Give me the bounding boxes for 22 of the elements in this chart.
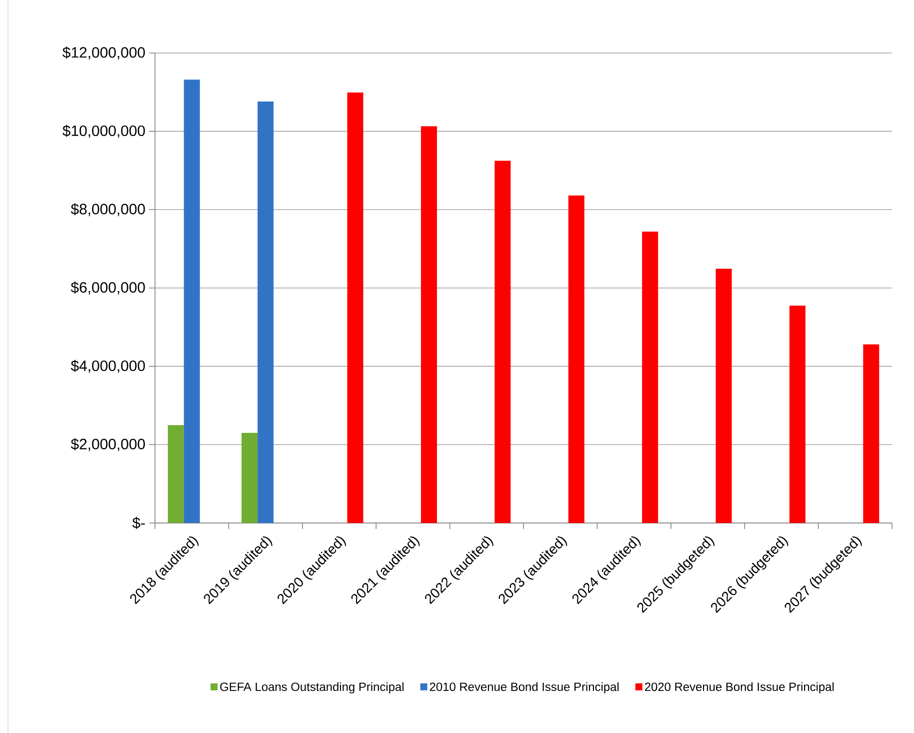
y-tick-label: $-: [132, 516, 145, 530]
bar: [242, 432, 258, 523]
y-tick-label: $10,000,000: [62, 124, 145, 138]
bar: [789, 306, 806, 523]
y-tick-label: $2,000,000: [70, 438, 145, 452]
bar: [258, 102, 274, 523]
y-tick-label: $4,000,000: [70, 360, 145, 373]
bar: [347, 92, 364, 523]
y-tick-label: $12,000,000: [62, 46, 145, 60]
bar: [716, 268, 732, 523]
bar: [863, 344, 880, 523]
legend-label: GEFA Loans Outstanding Principal: [220, 682, 404, 694]
legend-label: 2010 Revenue Bond Issue Principal: [430, 682, 619, 694]
y-tick-label: $6,000,000: [70, 281, 145, 294]
bar: [568, 196, 584, 523]
bar: [494, 160, 511, 523]
bar: [642, 232, 658, 523]
y-tick-label: $8,000,000: [70, 203, 145, 216]
legend-label: 2020 Revenue Bond Issue Principal: [644, 682, 834, 694]
bar: [420, 126, 437, 523]
bar: [184, 80, 200, 523]
bar: [168, 425, 184, 523]
